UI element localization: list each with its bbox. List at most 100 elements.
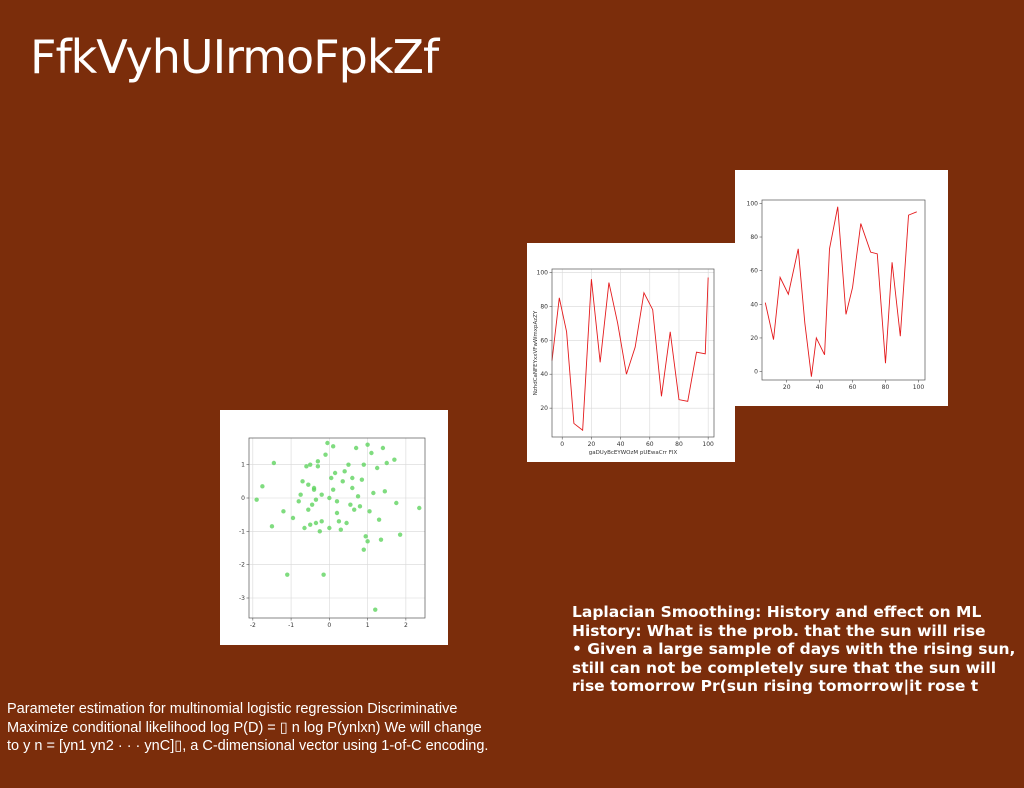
x-axis-label: gaDUyBcEYWOzM pUEwaCrr FIX (589, 450, 678, 456)
scatter-point (330, 487, 336, 492)
text-line: Laplacian Smoothing: History and effect … (572, 603, 982, 621)
y-tick-label: 20 (750, 335, 758, 342)
y-tick-label: 80 (750, 234, 758, 241)
scatter-point (338, 527, 344, 532)
scatter-point (332, 470, 338, 476)
line-chart-1: 0 20 40 60 80 100 20 40 60 80 100 gaDUyBcEYWOzM pUE… (533, 268, 715, 456)
text-line: Parameter estimation for multinomial log… (7, 701, 458, 717)
axes-frame (761, 199, 926, 381)
scatter-point (304, 464, 309, 469)
scatter-point (371, 490, 376, 496)
scatter-point (330, 444, 336, 449)
x-tick-label: 40 (816, 384, 824, 391)
scatter-point (367, 509, 372, 514)
text-line: History: What is the prob. that the sun … (572, 621, 986, 640)
scatter-plot-panel: -2 -1 0 1 2 -3 -2 -1 0 1 (220, 410, 448, 645)
scatter-point (285, 572, 290, 577)
text-line: Maximize conditional likelihood log P(D)… (7, 719, 482, 736)
x-tick-label: 60 (849, 384, 857, 391)
axes-frame (551, 268, 715, 438)
y-axis-label: NzhdCaNFEYxxVFwWmxpAzZY (533, 310, 539, 395)
x-tick-label: -1 (288, 622, 294, 629)
series-line (764, 206, 917, 377)
scatter-point (329, 475, 334, 481)
scatter-point (311, 485, 317, 491)
scatter-point (340, 479, 345, 484)
scatter-point (374, 465, 380, 471)
text-line: • Given a large sample of days with the … (572, 640, 1016, 658)
y-tick-label: 1 (241, 462, 245, 469)
line-chart-2: 20 40 60 80 100 0 20 40 60 80 100 (747, 199, 926, 391)
scatter-point (365, 539, 370, 544)
x-tick-label: 0 (560, 441, 564, 448)
scatter-point (309, 502, 315, 507)
scatter-point (281, 509, 286, 514)
y-tick-label: 60 (750, 268, 758, 275)
scatter-point (300, 479, 305, 484)
scatter-point (317, 529, 322, 534)
y-tick-label: 0 (241, 495, 245, 502)
scatter-point (392, 457, 397, 462)
scatter-point (323, 452, 328, 457)
scatter-point (254, 497, 259, 502)
x-tick-label: -2 (250, 622, 256, 629)
x-tick-label: 20 (783, 384, 791, 391)
y-tick-label: -2 (239, 562, 245, 569)
x-tick-label: 20 (588, 441, 596, 448)
scatter-point (352, 507, 357, 512)
scatter-point (313, 520, 319, 526)
scatter-point (394, 500, 399, 506)
scatter-point (269, 524, 275, 529)
slide-title: FfkVyhUIrmoFpkZf (30, 30, 439, 84)
scatter-point (384, 460, 389, 466)
x-tick-label: 100 (702, 441, 714, 448)
scatter-point (357, 504, 363, 509)
scatter-point (382, 489, 388, 494)
y-tick-label: -1 (239, 528, 245, 535)
y-tick-label: 100 (537, 269, 549, 276)
scatter-point (327, 495, 332, 501)
x-tick-label: 0 (327, 622, 331, 629)
y-tick-label: 20 (540, 405, 548, 412)
scatter-point (373, 607, 378, 612)
scatter-point (363, 534, 368, 539)
scatter-point (336, 519, 342, 524)
scatter-point (319, 519, 324, 524)
scatter-point (350, 475, 355, 481)
scatter-point (271, 460, 277, 466)
x-tick-label: 1 (366, 622, 370, 629)
scatter-point (378, 537, 384, 542)
text-line: rise tomorrow Pr(sun rising tomorrow|it … (572, 677, 979, 695)
text-line: to y n = [yn1 yn2 · · · ynC]▯, a C-dimen… (7, 738, 489, 754)
y-tick-label: 40 (750, 301, 758, 308)
scatter-point (342, 469, 347, 474)
scatter-point (397, 532, 403, 537)
text-line: still can not be completely sure that th… (572, 658, 997, 677)
scatter-point (306, 482, 311, 487)
scatter-point (302, 525, 307, 531)
scatter-point (361, 462, 366, 467)
y-tick-label: -3 (239, 595, 245, 602)
axes-frame (248, 437, 426, 619)
y-tick-label: 60 (540, 337, 548, 344)
scatter-point (359, 477, 365, 482)
scatter-point (308, 522, 313, 527)
series-line (551, 277, 709, 432)
scatter-point (313, 497, 319, 502)
scatter-point (334, 510, 340, 516)
scatter-point (315, 464, 321, 469)
x-tick-label: 40 (617, 441, 625, 448)
parameter-estimation-text: Parameter estimation for multinomial log… (7, 700, 547, 756)
scatter-point (353, 445, 359, 451)
scatter-point (315, 459, 321, 464)
x-tick-label: 80 (675, 441, 683, 448)
scatter-point (319, 492, 324, 497)
scatter-point (290, 515, 296, 521)
scatter-point (346, 462, 351, 467)
scatter-point (355, 494, 361, 499)
scatter-plot: -2 -1 0 1 2 -3 -2 -1 0 1 (239, 437, 426, 629)
scatter-point (350, 485, 355, 491)
y-tick-label: 100 (747, 200, 759, 207)
x-tick-label: 60 (646, 441, 654, 448)
scatter-point (260, 484, 265, 489)
